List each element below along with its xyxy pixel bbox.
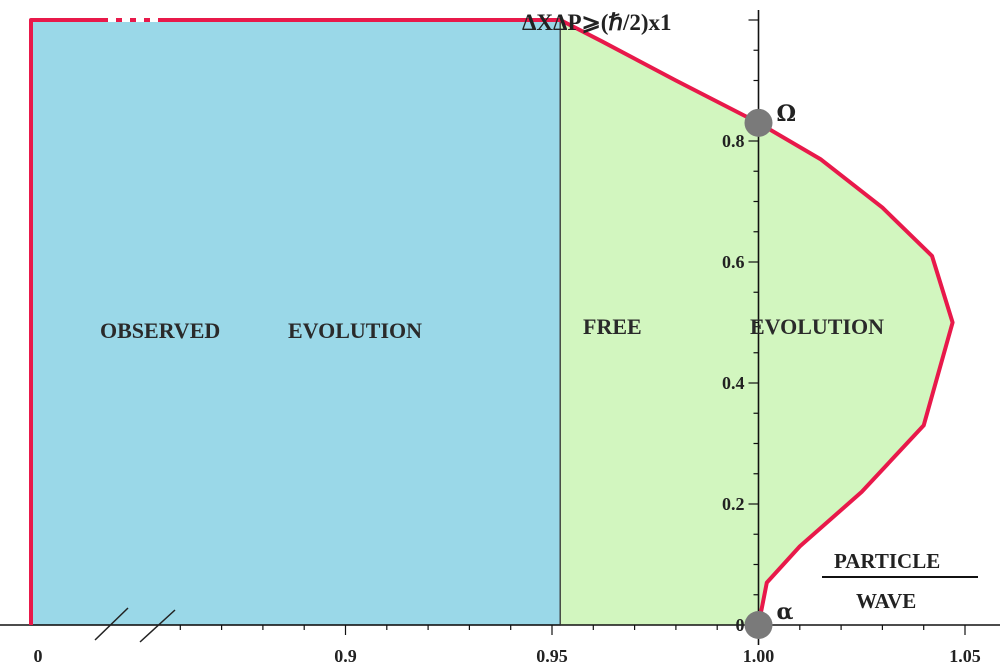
labels-layer: 0 0.9 0.95 1.00 1.05 0 0.2 0.4 0.6 0.8 Ωα [34, 101, 981, 666]
x-tick-label: 0 [34, 646, 43, 666]
x-tick-label: 1.05 [949, 646, 981, 666]
marked-point-label: α [777, 599, 794, 625]
y-tick-label: 0.6 [722, 252, 745, 272]
x-tick-label: 0.95 [536, 646, 568, 666]
fraction-denominator: WAVE [856, 589, 916, 613]
fraction-numerator: PARTICLE [834, 549, 940, 573]
y-tick-label: 0 [736, 615, 745, 635]
x-tick-label: 1.00 [743, 646, 775, 666]
x-tick-label: 0.9 [334, 646, 357, 666]
marked-point [744, 611, 773, 639]
boundary-curve [29, 18, 955, 626]
y-tick-label: 0.8 [722, 131, 745, 151]
axis-break-mark [94, 607, 129, 641]
region-label-observed: OBSERVED [100, 318, 220, 343]
axis-break-mark [139, 609, 176, 643]
region-label-observed-evolution: EVOLUTION [288, 318, 422, 343]
y-axis-title: ΔXΔP⩾(ℏ/2)x1 [522, 10, 672, 35]
observed-region [30, 19, 561, 626]
region-label-free-evolution: EVOLUTION [750, 314, 884, 339]
marked-point-label: Ω [777, 101, 797, 127]
y-tick-label: 0.2 [722, 494, 745, 514]
curve-layer [29, 18, 955, 639]
region-label-free: FREE [583, 314, 642, 339]
marked-point [744, 108, 773, 137]
y-tick-label: 0.4 [722, 373, 745, 393]
